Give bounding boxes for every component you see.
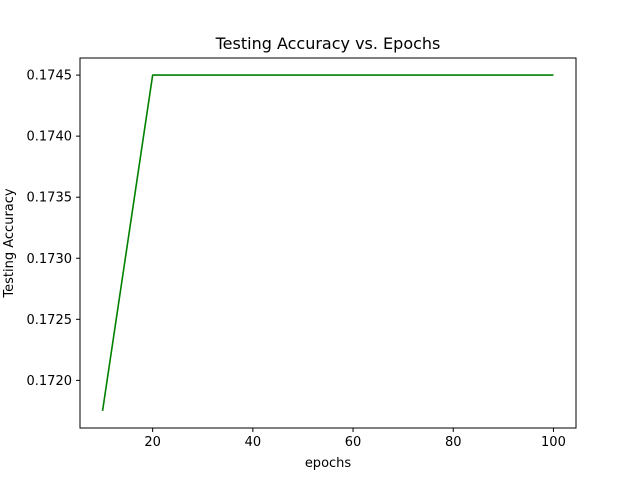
x-tick-label: 20: [144, 435, 161, 450]
y-tick-label: 0.1720: [27, 374, 73, 389]
x-axis-label: epochs: [305, 456, 352, 471]
plot-frame: [79, 57, 577, 429]
y-axis-label: Testing Accuracy: [2, 188, 17, 298]
y-tick-label: 0.1735: [27, 191, 73, 206]
x-tick-label: 40: [245, 435, 262, 450]
y-axis-ticks: 0.1720 0.1725 0.1730 0.1735 0.1740 0.1745: [27, 69, 80, 389]
series-layer: [101, 74, 554, 412]
x-tick-label: 100: [541, 435, 566, 450]
y-tick-label: 0.1730: [27, 252, 73, 267]
x-tick-label: 60: [345, 435, 362, 450]
y-tick-label: 0.1745: [27, 69, 73, 84]
x-axis-ticks: 20 40 60 80 100: [144, 428, 566, 450]
chart-title: Testing Accuracy vs. Epochs: [215, 34, 441, 53]
x-tick-label: 80: [445, 435, 462, 450]
y-tick-label: 0.1740: [27, 130, 73, 145]
y-tick-label: 0.1725: [27, 313, 73, 328]
series-line: [101, 74, 554, 412]
